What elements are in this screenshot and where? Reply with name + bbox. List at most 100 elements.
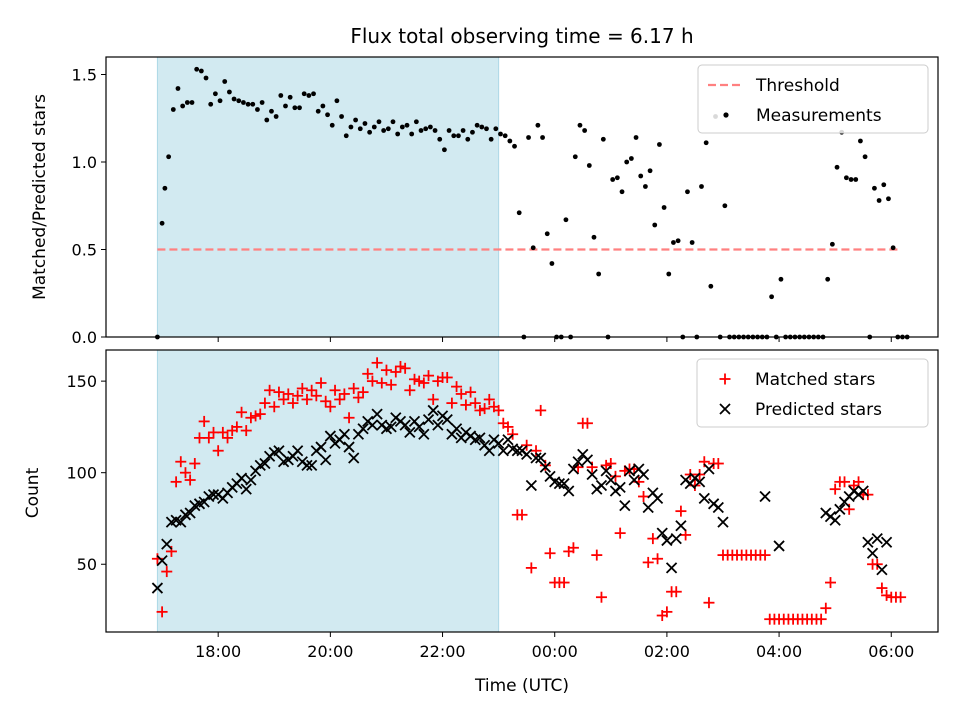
predicted-star-point bbox=[623, 465, 636, 477]
legend-label: Matched stars bbox=[755, 370, 875, 390]
measurement-point bbox=[843, 175, 849, 181]
measurement-point bbox=[250, 101, 256, 107]
matched-star-point bbox=[427, 393, 439, 405]
matched-star-point bbox=[334, 393, 346, 405]
measurement-point bbox=[212, 91, 218, 97]
measurement-point bbox=[367, 129, 373, 135]
measurement-point bbox=[395, 131, 401, 137]
measurement-point bbox=[708, 283, 714, 289]
measurement-point bbox=[222, 79, 228, 84]
measurement-point bbox=[399, 124, 405, 130]
measurement-point bbox=[231, 96, 237, 102]
predicted-star-point bbox=[273, 445, 285, 457]
measurement-point bbox=[259, 100, 265, 105]
matched-star-point bbox=[352, 392, 364, 404]
predicted-star-point bbox=[207, 489, 220, 501]
y-tick-label: 1.0 bbox=[72, 153, 97, 172]
measurement-point bbox=[437, 136, 443, 142]
matched-star-point bbox=[189, 458, 201, 470]
matched-star-point bbox=[712, 458, 724, 470]
matched-star-point bbox=[446, 397, 458, 409]
measurement-point bbox=[241, 100, 246, 105]
measurement-point bbox=[493, 126, 499, 132]
y-tick-label: 50 bbox=[77, 555, 97, 574]
matched-star-point bbox=[366, 375, 378, 387]
predicted-star-point bbox=[871, 532, 883, 545]
predicted-star-point bbox=[399, 419, 411, 431]
matched-star-point bbox=[404, 384, 416, 396]
measurement-point bbox=[544, 231, 550, 237]
matched-star-point bbox=[839, 476, 851, 488]
predicted-star-point bbox=[511, 445, 523, 457]
measurement-point bbox=[470, 129, 475, 135]
matched-star-point bbox=[390, 366, 402, 378]
matched-star-point bbox=[273, 386, 285, 398]
predicted-star-point bbox=[581, 454, 594, 466]
matched-star-point bbox=[759, 549, 771, 561]
predicted-star-point bbox=[525, 479, 537, 492]
x-tick-label: 02:00 bbox=[644, 642, 690, 661]
matched-star-point bbox=[357, 386, 369, 398]
measurement-point bbox=[549, 261, 555, 266]
matched-star-point bbox=[815, 613, 827, 625]
predicted-star-point bbox=[404, 426, 416, 439]
measurement-point bbox=[614, 175, 620, 181]
measurement-point bbox=[170, 107, 176, 112]
predicted-star-point bbox=[320, 454, 332, 466]
measurement-point bbox=[166, 154, 172, 160]
predicted-star-point bbox=[418, 428, 430, 440]
predicted-star-point bbox=[693, 476, 706, 488]
matched-star-point bbox=[642, 556, 654, 568]
measurement-point bbox=[661, 205, 667, 210]
matched-star-point bbox=[479, 403, 491, 415]
matched-star-point bbox=[544, 547, 556, 559]
predicted-star-point bbox=[773, 540, 785, 552]
matched-star-point bbox=[507, 428, 519, 440]
figure-title: Flux total observing time = 6.17 h bbox=[350, 24, 693, 48]
predicted-star-point bbox=[866, 547, 879, 559]
measurement-point bbox=[320, 103, 326, 109]
matched-star-point bbox=[820, 602, 832, 614]
matched-star-point bbox=[871, 558, 883, 570]
measurement-point bbox=[348, 124, 354, 130]
matched-star-point bbox=[675, 505, 687, 517]
x-tick-label: 20:00 bbox=[307, 642, 353, 661]
predicted-star-point bbox=[876, 564, 888, 576]
legend-box bbox=[697, 64, 929, 134]
measurement-point bbox=[446, 128, 452, 133]
matched-star-point bbox=[600, 459, 612, 471]
matched-star-point bbox=[282, 388, 294, 400]
matched-star-point bbox=[301, 393, 313, 405]
measurement-point bbox=[582, 128, 588, 133]
measurement-point bbox=[563, 217, 569, 223]
measurement-point bbox=[872, 185, 877, 191]
predicted-star-point bbox=[642, 501, 654, 514]
matched-star-point bbox=[362, 368, 374, 380]
measurement-point bbox=[159, 220, 165, 226]
measurement-point bbox=[362, 121, 368, 126]
measurement-point bbox=[685, 189, 690, 195]
measurement-point bbox=[628, 156, 634, 161]
measurement-point bbox=[353, 117, 358, 123]
measurement-point bbox=[376, 119, 382, 125]
measurement-point bbox=[642, 184, 648, 189]
measurement-point bbox=[474, 122, 480, 128]
predicted-star-point bbox=[651, 492, 664, 504]
y-tick-label: 0.5 bbox=[72, 241, 97, 260]
predicted-star-point bbox=[834, 503, 846, 515]
matched-star-point bbox=[418, 377, 430, 389]
matched-star-point bbox=[212, 445, 224, 457]
matched-star-point bbox=[292, 390, 304, 402]
predicted-star-point bbox=[880, 536, 893, 548]
x-tick-label: 06:00 bbox=[868, 642, 914, 661]
measurement-point bbox=[208, 101, 214, 107]
measurement-point bbox=[722, 203, 728, 209]
predicted-star-point bbox=[502, 434, 514, 446]
ratio-panel: 0.0 0.5 1.0 1.5 Matched/Predicted stars Thr… bbox=[30, 56, 939, 347]
predicted-star-point bbox=[563, 485, 575, 497]
measurement-point bbox=[699, 184, 704, 189]
matched-star-point bbox=[250, 410, 262, 422]
measurement-point bbox=[390, 119, 396, 125]
predicted-star-point bbox=[422, 413, 435, 426]
